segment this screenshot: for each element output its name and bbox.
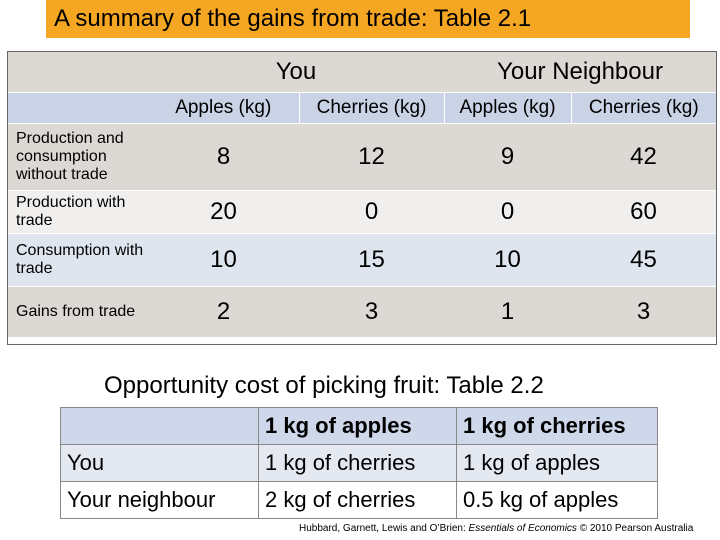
- row-label: Your neighbour: [60, 481, 259, 519]
- citation-copyright: © 2010 Pearson Australia: [579, 523, 694, 534]
- opportunity-cost-table: 1 kg of apples 1 kg of cherries You 1 kg…: [60, 407, 658, 519]
- column-header: 1 kg of apples: [258, 407, 457, 445]
- corner-cell: [60, 407, 259, 445]
- table-cell: 2 kg of cherries: [258, 481, 457, 519]
- title-banner: [46, 0, 690, 38]
- table-cell: 60: [571, 190, 716, 234]
- table-cell: 0: [444, 190, 571, 234]
- table-row: Your neighbour 2 kg of cherries 0.5 kg o…: [60, 481, 658, 519]
- citation-footnote: Hubbard, Garnett, Lewis and O’Brien: Ess…: [299, 523, 693, 535]
- table-cell: 15: [299, 233, 444, 287]
- row-label: You: [60, 444, 259, 482]
- table-cell: 1: [444, 286, 571, 337]
- column-header: Apples (kg): [148, 92, 299, 124]
- column-header: Apples (kg): [443, 92, 571, 124]
- table-row: You 1 kg of cherries 1 kg of apples: [60, 444, 658, 482]
- gains-from-trade-table: You Your Neighbour Apples (kg) Cherries …: [8, 52, 716, 337]
- table-cell: 1 kg of apples: [456, 444, 658, 482]
- row-label: Gains from trade: [8, 286, 148, 337]
- table-cell: 10: [148, 233, 299, 287]
- table-cell: 0.5 kg of apples: [456, 481, 658, 519]
- table-row: Production with trade 20 0 0 60: [8, 190, 716, 234]
- table-header-row: 1 kg of apples 1 kg of cherries: [60, 407, 658, 445]
- row-label: Production with trade: [8, 190, 148, 234]
- table-cell: 20: [148, 190, 299, 234]
- table-cell: 3: [299, 286, 444, 337]
- column-header: Cherries (kg): [570, 92, 716, 124]
- group-header-you: You: [148, 52, 444, 93]
- section-subtitle: Opportunity cost of picking fruit: Table…: [104, 372, 544, 399]
- corner-cell: [8, 52, 148, 93]
- table-cell: 1 kg of cherries: [258, 444, 457, 482]
- table-cell: 0: [299, 190, 444, 234]
- table-cell: 42: [571, 123, 716, 191]
- table-row: Consumption with trade 10 15 10 45: [8, 233, 716, 287]
- row-label: Production and consumption without trade: [8, 123, 148, 191]
- table-cell: 45: [571, 233, 716, 287]
- group-header-neighbour: Your Neighbour: [444, 52, 716, 93]
- row-label: Consumption with trade: [8, 233, 148, 287]
- table-row: Gains from trade 2 3 1 3: [8, 286, 716, 337]
- table-cell: 9: [444, 123, 571, 191]
- page-title: A summary of the gains from trade: Table…: [54, 5, 532, 32]
- column-header: 1 kg of cherries: [456, 407, 658, 445]
- table-cell: 12: [299, 123, 444, 191]
- column-header: Cherries (kg): [298, 92, 444, 124]
- table-cell: 8: [148, 123, 299, 191]
- citation-authors: Hubbard, Garnett, Lewis and O’Brien:: [299, 523, 466, 534]
- table-row: Production and consumption without trade…: [8, 123, 716, 191]
- corner-cell: [8, 92, 148, 124]
- citation-book-title: Essentials of Economics: [468, 523, 577, 534]
- table-cell: 3: [571, 286, 716, 337]
- table-cell: 10: [444, 233, 571, 287]
- table-cell: 2: [148, 286, 299, 337]
